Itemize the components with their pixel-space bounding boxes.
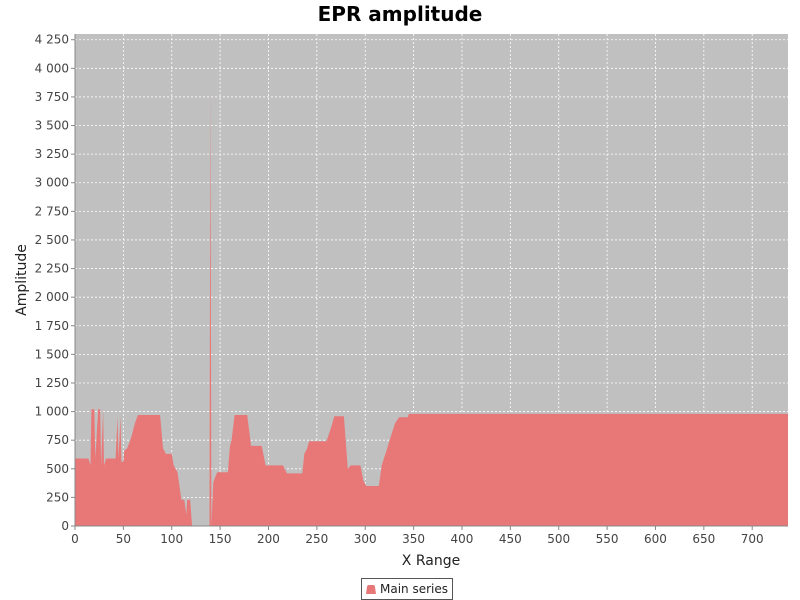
- x-tick-label: 200: [257, 532, 280, 546]
- x-tick-label: 450: [499, 532, 522, 546]
- series-area-main: [75, 85, 788, 526]
- chart-title: EPR amplitude: [317, 2, 483, 26]
- y-axis-ticks: 0 250 500 750 1 000 1 250 1 500 1 750 2 000 2 250…: [35, 33, 75, 533]
- y-tick-label: 0: [61, 519, 69, 533]
- x-tick-label: 550: [596, 532, 619, 546]
- legend-label: Main series: [380, 582, 448, 596]
- y-tick-label: 1 250: [35, 376, 69, 390]
- legend-swatch: [366, 584, 376, 594]
- x-tick-label: 50: [116, 532, 131, 546]
- x-tick-label: 400: [451, 532, 474, 546]
- x-tick-label: 300: [354, 532, 377, 546]
- x-tick-label: 100: [160, 532, 183, 546]
- x-axis-title: X Range: [402, 553, 460, 569]
- x-tick-label: 0: [71, 532, 79, 546]
- y-tick-label: 1 500: [35, 347, 69, 361]
- y-tick-label: 2 000: [35, 290, 69, 304]
- y-tick-label: 1 750: [35, 319, 69, 333]
- x-tick-label: 700: [741, 532, 764, 546]
- y-tick-label: 2 750: [35, 204, 69, 218]
- x-tick-label: 250: [305, 532, 328, 546]
- y-tick-label: 2 500: [35, 233, 69, 247]
- legend: Main series: [361, 578, 453, 600]
- x-axis-ticks: 0 50 100 150 200 250 300 350 400 450 500 550 600 650 7…: [71, 526, 764, 546]
- y-tick-label: 500: [46, 462, 69, 476]
- y-tick-label: 3 000: [35, 176, 69, 190]
- y-tick-label: 250: [46, 490, 69, 504]
- y-tick-label: 4 000: [35, 61, 69, 75]
- y-tick-label: 4 250: [35, 33, 69, 47]
- y-tick-label: 3 250: [35, 147, 69, 161]
- y-tick-label: 3 500: [35, 119, 69, 133]
- x-tick-label: 150: [209, 532, 232, 546]
- x-tick-label: 600: [644, 532, 667, 546]
- y-tick-label: 2 250: [35, 262, 69, 276]
- x-tick-label: 350: [402, 532, 425, 546]
- y-tick-label: 3 750: [35, 90, 69, 104]
- y-tick-label: 750: [46, 433, 69, 447]
- y-axis-title: Amplitude: [14, 244, 30, 316]
- x-tick-label: 500: [547, 532, 570, 546]
- y-tick-label: 1 000: [35, 405, 69, 419]
- x-tick-label: 650: [692, 532, 715, 546]
